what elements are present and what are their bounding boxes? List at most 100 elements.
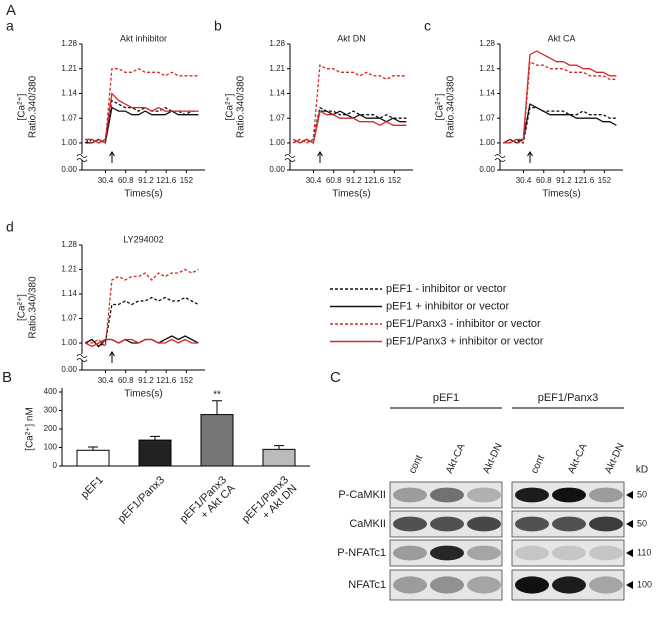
series-line (85, 268, 199, 348)
blot-group-label: pEF1 (433, 392, 459, 404)
y-axis-label: Ratio.340/380 (28, 75, 39, 138)
y-tick-label: 1.00 (269, 138, 285, 147)
series-line (85, 92, 199, 144)
blot-band (589, 576, 623, 594)
chart-title: Akt DN (337, 33, 366, 43)
lane-label: Akt-CA (566, 442, 589, 476)
lane-label: cont (529, 453, 547, 475)
y-tick-label: 1.28 (61, 39, 77, 48)
y-tick-label: 0.00 (269, 165, 285, 174)
blot-band (467, 576, 501, 594)
y-tick-label: 1.00 (61, 338, 77, 347)
panel-label: C (330, 369, 341, 386)
y-tick-label: 1.00 (61, 138, 77, 147)
y-tick-label: 400 (44, 387, 58, 396)
y-tick-label: 1.28 (479, 39, 495, 48)
x-tick-label: 30.4 (98, 376, 114, 385)
y-tick-label: 1.14 (61, 89, 77, 98)
axis-break-gap (77, 154, 87, 160)
y-tick-label: 1.07 (269, 113, 285, 122)
blot-band (393, 487, 427, 503)
axis-break (76, 154, 88, 158)
y-tick-label: 1.07 (479, 113, 495, 122)
y-axis-label: Ratio.340/380 (446, 75, 457, 138)
axis-break (76, 354, 88, 358)
blot-band (515, 487, 549, 503)
marker-arrow (626, 491, 633, 499)
blot-row-label: CaMKII (349, 518, 386, 530)
marker-label: 100 (637, 579, 652, 589)
x-tick-label: 60.8 (118, 176, 134, 185)
blot-band (393, 545, 427, 561)
axis-break-gap (285, 154, 295, 160)
y-tick-label: 1.00 (479, 138, 495, 147)
series-line (503, 50, 617, 144)
axis-break (76, 358, 88, 362)
bar (262, 448, 296, 467)
error-bar (150, 435, 160, 441)
y-tick-label: 1.28 (269, 39, 285, 48)
stimulus-arrow (109, 151, 115, 163)
axis-break (494, 154, 506, 158)
y-tick-label: 1.07 (61, 314, 77, 323)
y-tick-label: 0.00 (479, 165, 495, 174)
lane-label: Akt-DN (481, 442, 505, 476)
blot-band (393, 516, 427, 532)
legend-label: pEF1/Panx3 + inhibitor or vector (386, 335, 544, 347)
annotation: ** (213, 389, 221, 400)
blot-band (552, 576, 586, 594)
y-axis-label: [Ca²⁺] (225, 93, 236, 120)
blot-band (393, 576, 427, 594)
series-line (84, 338, 199, 348)
stimulus-arrow (317, 151, 323, 163)
panel-label: B (2, 369, 12, 386)
series-line (85, 106, 199, 144)
marker-arrow (626, 549, 633, 557)
blot-row-label: P-CaMKII (338, 489, 386, 501)
chart-title: LY294002 (123, 234, 163, 244)
blot-band (515, 545, 549, 561)
blot-band (552, 516, 586, 532)
bar (138, 439, 172, 467)
axis-break (284, 154, 296, 158)
y-tick-label: 1.21 (269, 64, 285, 73)
y-tick-label: 300 (44, 406, 58, 415)
x-tick-label: 121.6 (156, 376, 177, 385)
series-line (502, 60, 617, 144)
y-axis-label: Ratio.340/380 (28, 276, 39, 339)
blot-band (467, 516, 501, 532)
x-tick-label: 152 (598, 176, 612, 185)
y-axis-label: Ratio.340/380 (236, 75, 247, 138)
blot-strip (389, 569, 503, 601)
blot-band (430, 576, 464, 594)
x-axis-label: Times(s) (332, 189, 371, 200)
x-tick-label: 91.2 (138, 176, 154, 185)
axis-break (76, 158, 88, 162)
x-tick-label: 91.2 (138, 376, 154, 385)
axis-break-gap (77, 354, 87, 360)
series-line (84, 67, 199, 144)
blot-band (589, 487, 623, 503)
blot-band (467, 487, 501, 503)
stimulus-arrow (527, 151, 533, 163)
y-tick-label: 1.21 (61, 265, 77, 274)
chart-title: Akt inhibitor (120, 33, 167, 43)
x-tick-label: 60.8 (326, 176, 342, 185)
x-tick-label: 121.6 (156, 176, 177, 185)
y-tick-label: 100 (44, 443, 58, 452)
figure-label: A (6, 2, 16, 19)
x-tick-label: 30.4 (306, 176, 322, 185)
blot-strip (511, 539, 625, 567)
x-tick-label: 60.8 (118, 376, 134, 385)
lane-label: cont (407, 453, 425, 475)
series-line (292, 64, 407, 144)
blot-row-label: P-NFATc1 (337, 547, 386, 559)
blot-band (430, 545, 464, 561)
y-tick-label: 1.14 (269, 89, 285, 98)
lane-label: Akt-DN (603, 442, 627, 476)
bar (200, 414, 234, 467)
error-bar (88, 446, 98, 451)
bar (76, 449, 110, 467)
y-axis-label: [Ca²⁺] (435, 93, 446, 120)
